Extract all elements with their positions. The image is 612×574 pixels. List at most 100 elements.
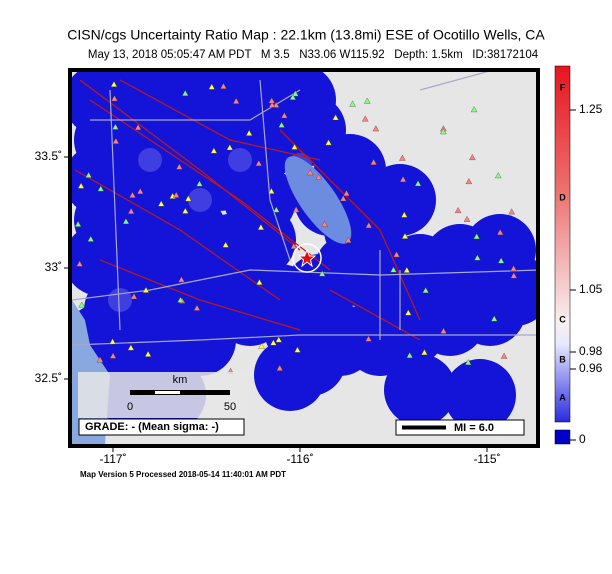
station <box>78 301 85 308</box>
station <box>208 83 216 90</box>
road <box>109 89 121 331</box>
station <box>349 100 356 107</box>
colorbar-label: 0.96 <box>579 361 603 375</box>
station <box>290 242 298 249</box>
grade-letter: C <box>559 314 566 324</box>
grade-letter: B <box>559 354 566 364</box>
station <box>245 129 253 136</box>
road <box>72 334 536 346</box>
station <box>401 211 408 218</box>
station <box>401 232 409 239</box>
station <box>157 200 165 207</box>
station <box>414 180 422 187</box>
colorbar <box>554 65 571 423</box>
station <box>268 187 275 194</box>
station <box>318 270 326 277</box>
station <box>272 101 280 108</box>
grade-box <box>78 418 245 436</box>
station <box>134 124 142 131</box>
station <box>495 172 502 179</box>
fault-line <box>99 259 301 331</box>
coverage <box>224 204 296 276</box>
fault-line <box>119 79 321 161</box>
station <box>112 137 120 144</box>
colorbar-label: 1.05 <box>579 282 603 296</box>
fault-line <box>74 169 281 301</box>
station <box>257 223 265 230</box>
station <box>405 309 412 316</box>
station <box>172 191 180 198</box>
station <box>510 272 518 279</box>
station <box>464 359 472 366</box>
station <box>440 128 447 135</box>
station <box>178 276 185 283</box>
fault-line <box>79 79 301 251</box>
station <box>490 315 498 322</box>
lat-label: 33.5˚ <box>35 149 62 163</box>
station <box>345 236 352 243</box>
coverage <box>274 324 346 396</box>
station <box>142 286 150 293</box>
mi-box <box>395 419 525 436</box>
station <box>210 147 218 154</box>
station <box>129 191 136 198</box>
map <box>72 72 536 444</box>
grade-letter: A <box>559 392 566 402</box>
station <box>281 112 288 119</box>
lat-label: 32.5˚ <box>35 371 62 385</box>
station <box>110 80 118 87</box>
station <box>292 90 299 97</box>
station <box>270 339 277 346</box>
coverage-low <box>228 148 252 172</box>
station <box>112 123 119 130</box>
station <box>193 304 201 311</box>
station <box>177 296 184 303</box>
grade: GRADE: - (Mean sigma: -) <box>85 421 219 433</box>
station <box>109 352 117 359</box>
mi-legend: MI = 6.0 <box>454 422 494 434</box>
station <box>182 207 189 214</box>
coverage-low <box>188 188 212 212</box>
station <box>365 222 373 229</box>
station <box>473 233 480 240</box>
footer: Map Version 5 Processed 2018-05-14 11:40… <box>80 470 286 479</box>
road <box>259 79 291 261</box>
station <box>497 257 505 264</box>
station <box>390 266 397 273</box>
station <box>510 265 517 272</box>
station <box>76 260 83 267</box>
station <box>343 189 350 196</box>
station <box>496 229 504 235</box>
station <box>399 154 406 161</box>
colorbar-label: 1.25 <box>579 102 603 116</box>
station <box>185 195 192 202</box>
fault-line <box>329 289 421 341</box>
station <box>406 352 413 359</box>
station <box>340 195 347 202</box>
lat-label: 33˚ <box>45 260 62 274</box>
station <box>294 346 301 353</box>
coverage-low <box>108 288 132 312</box>
station <box>370 158 377 165</box>
station <box>325 139 332 146</box>
scale-label: 0 <box>127 401 133 413</box>
station <box>109 338 116 345</box>
road <box>90 89 301 121</box>
colorbar-zero <box>554 429 571 445</box>
station <box>372 125 380 132</box>
lon-label: -115˚ <box>473 452 500 466</box>
scale-bar-half <box>155 391 180 394</box>
subtitle: May 13, 2018 05:05:47 AM PDT M 3.5 N33.0… <box>88 49 539 61</box>
station <box>440 327 447 334</box>
lon-label: -116˚ <box>286 452 313 466</box>
station <box>127 207 135 214</box>
road <box>419 72 489 91</box>
station <box>465 178 473 184</box>
station <box>500 352 508 359</box>
station <box>321 220 328 227</box>
station <box>508 208 515 215</box>
station <box>130 293 138 300</box>
station <box>268 101 276 108</box>
station <box>421 349 428 356</box>
